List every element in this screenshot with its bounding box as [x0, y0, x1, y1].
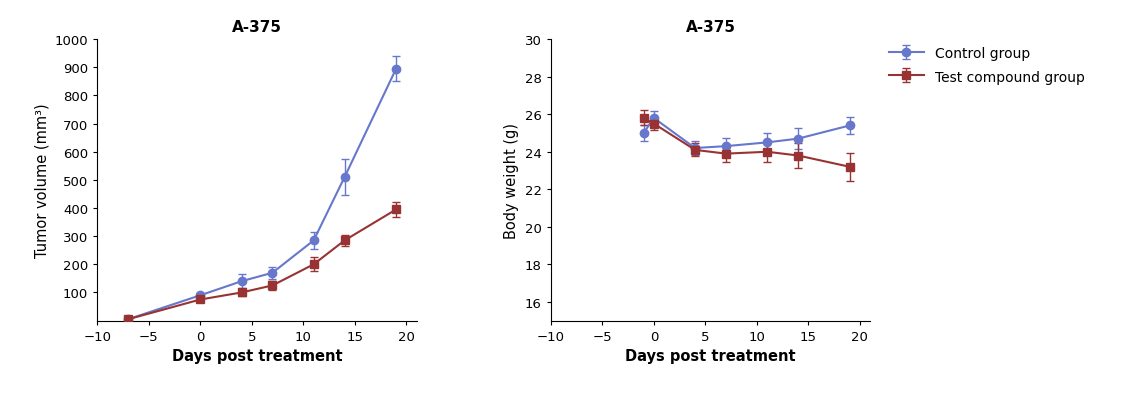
Legend: Control group, Test compound group: Control group, Test compound group — [884, 41, 1090, 90]
X-axis label: Days post treatment: Days post treatment — [625, 348, 796, 363]
X-axis label: Days post treatment: Days post treatment — [172, 348, 342, 363]
Title: A-375: A-375 — [232, 20, 282, 35]
Y-axis label: Body weight (g): Body weight (g) — [504, 123, 519, 238]
Title: A-375: A-375 — [686, 20, 735, 35]
Y-axis label: Tumor volume (mm³): Tumor volume (mm³) — [34, 103, 49, 257]
